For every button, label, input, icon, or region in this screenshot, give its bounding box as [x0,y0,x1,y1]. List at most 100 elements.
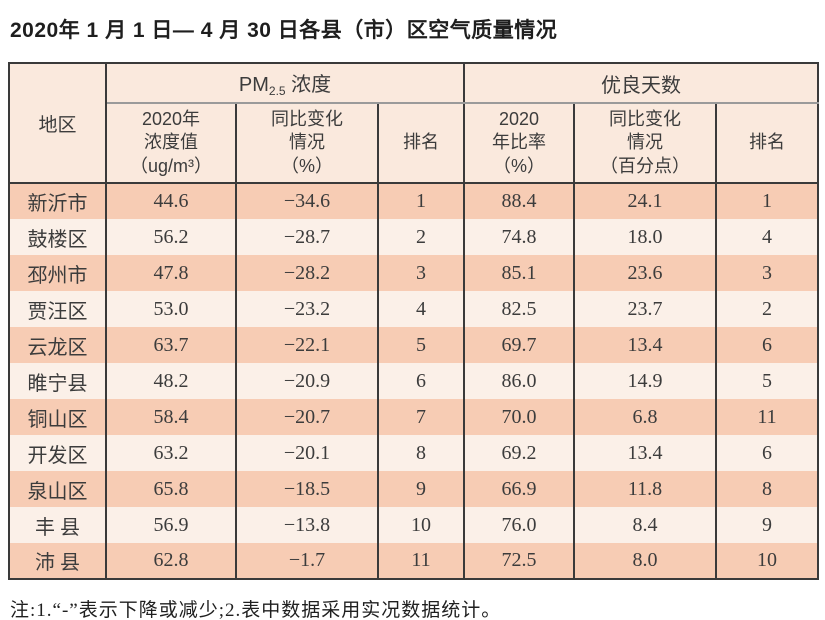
pm-rank-cell: 3 [376,255,466,291]
page-title: 2020年 1 月 1 日— 4 月 30 日各县（市）区空气质量情况 [10,19,558,42]
pm-value-cell: 63.2 [105,435,237,471]
table-row: 云龙区 63.7 −22.1 5 69.7 13.4 6 [8,327,820,363]
pm-value-cell: 53.0 [105,291,237,327]
table-row: 贾汪区 53.0 −23.2 4 82.5 23.7 2 [8,291,820,327]
good-change-cell: 23.7 [573,291,718,327]
region-cell: 鼓楼区 [8,219,107,255]
good-rank-cell: 1 [715,183,820,219]
good-rate-cell: 86.0 [463,363,576,399]
region-cell: 新沂市 [8,183,107,219]
pm-change-cell: −34.6 [235,183,379,219]
table-row: 开发区 63.2 −20.1 8 69.2 13.4 6 [8,435,820,471]
pm25-label-suffix: 浓度 [285,74,332,96]
pm-rank-cell: 5 [376,327,466,363]
good-change-cell: 13.4 [573,327,718,363]
pm-change-cell: −22.1 [235,327,379,363]
good-change-cell: 6.8 [573,399,718,435]
good-rate-cell: 74.8 [463,219,576,255]
good-change-cell: 8.4 [573,507,718,543]
column-header-good-rank: 排名 [715,103,820,184]
pm-rank-cell: 7 [376,399,466,435]
good-rate-cell: 69.7 [463,327,576,363]
table-row: 泉山区 65.8 −18.5 9 66.9 11.8 8 [8,471,820,507]
pm-rank-cell: 11 [376,543,466,579]
region-cell: 丰 县 [8,507,107,543]
good-rank-cell: 11 [715,399,820,435]
region-cell: 泉山区 [8,471,107,507]
sub-header-row: 2020年 浓度值 （ug/m³） 同比变化 情况 （%） 排名 2020 年比… [9,103,820,184]
pm-rank-cell: 4 [376,291,466,327]
pm-value-cell: 44.6 [105,183,237,219]
good-rank-cell: 8 [715,471,820,507]
pm-rank-cell: 10 [376,507,466,543]
region-cell: 云龙区 [8,327,107,363]
good-rate-cell: 88.4 [463,183,576,219]
table-row: 睢宁县 48.2 −20.9 6 86.0 14.9 5 [8,363,820,399]
pm-change-cell: −20.9 [235,363,379,399]
good-change-cell: 13.4 [573,435,718,471]
pm-value-cell: 58.4 [105,399,237,435]
good-rank-cell: 3 [715,255,820,291]
pm-value-cell: 56.9 [105,507,237,543]
table-row: 邳州市 47.8 −28.2 3 85.1 23.6 3 [8,255,820,291]
pm-rank-cell: 8 [376,435,466,471]
good-rank-cell: 6 [715,327,820,363]
region-cell: 邳州市 [8,255,107,291]
good-change-cell: 23.6 [573,255,718,291]
pm-value-cell: 62.8 [105,543,237,579]
group-header-row: 地区 PM2.5 浓度 优良天数 [8,63,820,184]
pm-rank-cell: 6 [376,363,466,399]
column-header-pm-value: 2020年 浓度值 （ug/m³） [105,103,237,184]
pm-change-cell: −28.2 [235,255,379,291]
good-rate-cell: 82.5 [463,291,576,327]
pm-rank-cell: 1 [376,183,466,219]
good-rank-cell: 4 [715,219,820,255]
footnote: 注:1.“-”表示下降或减少;2.表中数据采用实况数据统计。 [10,600,502,620]
good-change-cell: 8.0 [573,543,718,579]
pm-value-cell: 63.7 [105,327,237,363]
good-rank-cell: 10 [715,543,820,579]
group-header-pm25: PM2.5 浓度 [104,63,466,104]
table-row: 铜山区 58.4 −20.7 7 70.0 6.8 11 [8,399,820,435]
pm25-label-subscript: 2.5 [268,84,286,98]
good-rate-cell: 85.1 [463,255,576,291]
column-header-pm-change: 同比变化 情况 （%） [235,103,379,184]
pm-value-cell: 56.2 [105,219,237,255]
table-body: 新沂市 44.6 −34.6 1 88.4 24.1 1 鼓楼区 56.2 −2… [8,183,820,579]
region-cell: 开发区 [8,435,107,471]
pm-change-cell: −23.2 [235,291,379,327]
pm-rank-cell: 2 [376,219,466,255]
table-row: 鼓楼区 56.2 −28.7 2 74.8 18.0 4 [8,219,820,255]
pm-change-cell: −1.7 [235,543,379,579]
column-header-pm-rank: 排名 [376,103,466,184]
region-cell: 睢宁县 [8,363,107,399]
column-header-good-rate: 2020 年比率 （%） [463,103,576,184]
pm-change-cell: −20.7 [235,399,379,435]
pm-value-cell: 65.8 [105,471,237,507]
pm-value-cell: 47.8 [105,255,237,291]
table-row: 沛 县 62.8 −1.7 11 72.5 8.0 10 [8,543,820,579]
region-cell: 沛 县 [8,543,107,579]
good-change-cell: 14.9 [573,363,718,399]
pm-change-cell: −28.7 [235,219,379,255]
table-row: 丰 县 56.9 −13.8 10 76.0 8.4 9 [8,507,820,543]
table-row: 新沂市 44.6 −34.6 1 88.4 24.1 1 [8,183,820,219]
table-header: 地区 PM2.5 浓度 优良天数 2020年 浓度值 （ug/m³） 同比变化 … [8,63,820,184]
pm25-label-prefix: PM [238,74,269,96]
pm-value-cell: 48.2 [105,363,237,399]
good-change-cell: 18.0 [573,219,718,255]
air-quality-table: 地区 PM2.5 浓度 优良天数 2020年 浓度值 （ug/m³） 同比变化 … [8,62,820,580]
column-header-region: 地区 [8,63,107,184]
pm-change-cell: −13.8 [235,507,379,543]
column-header-good-change: 同比变化 情况 （百分点） [573,103,718,184]
good-change-cell: 11.8 [573,471,718,507]
region-cell: 贾汪区 [8,291,107,327]
good-rate-cell: 66.9 [463,471,576,507]
good-rate-cell: 69.2 [463,435,576,471]
good-change-cell: 24.1 [573,183,718,219]
good-rank-cell: 9 [715,507,820,543]
group-header-good-days: 优良天数 [463,63,820,104]
pm-rank-cell: 9 [376,471,466,507]
pm-change-cell: −20.1 [235,435,379,471]
